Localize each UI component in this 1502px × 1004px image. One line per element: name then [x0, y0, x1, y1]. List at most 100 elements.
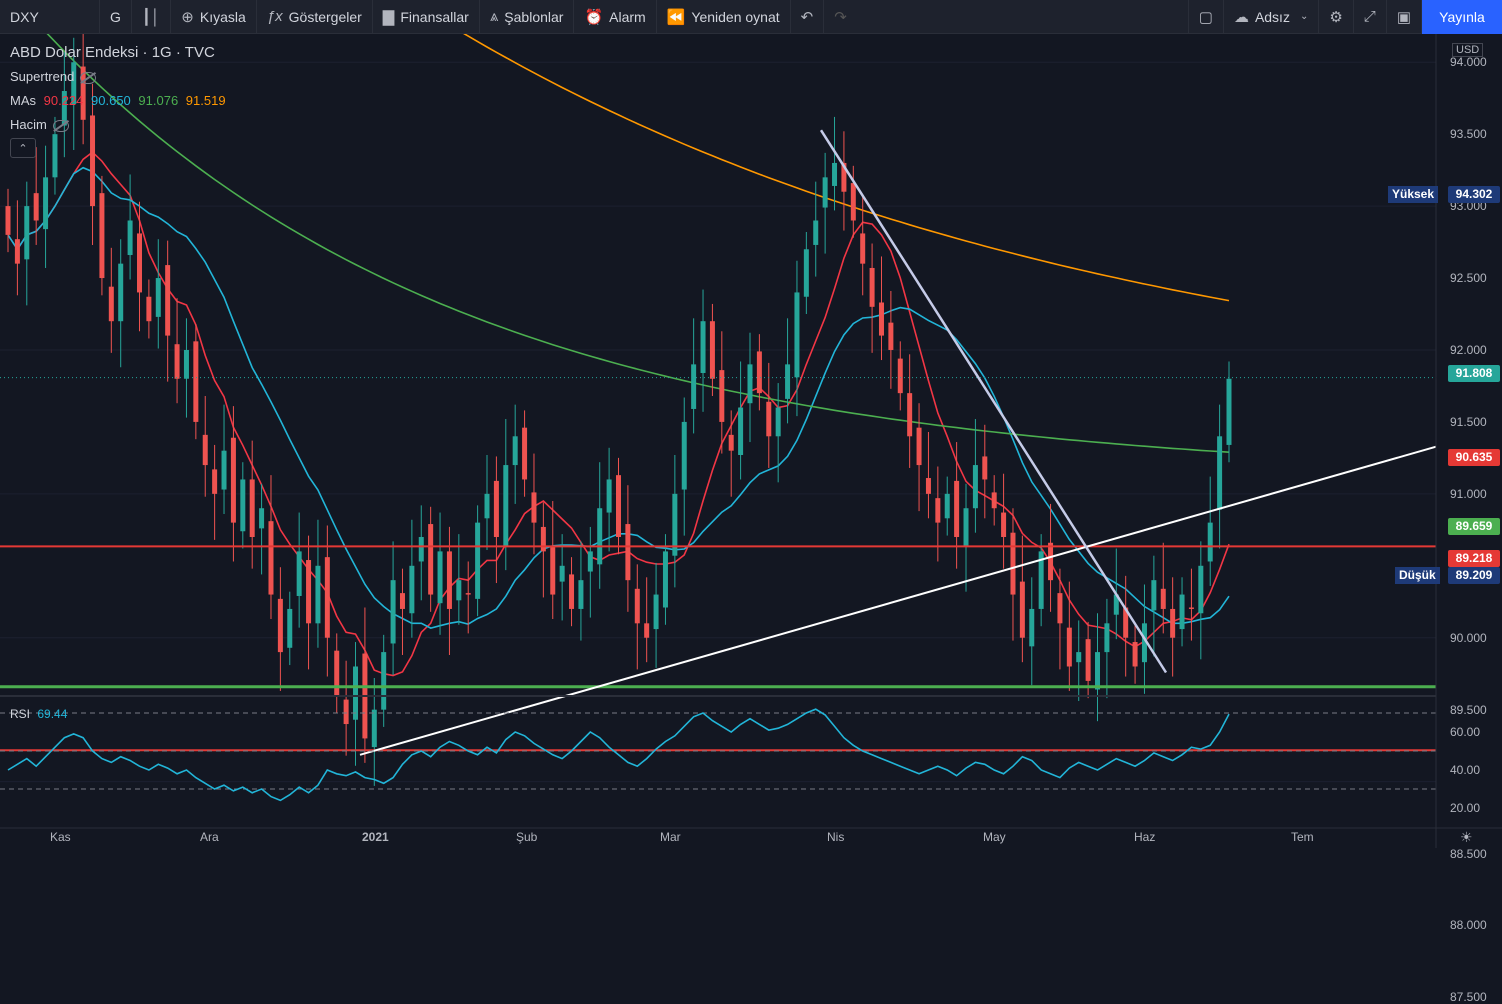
bar-chart-icon: ▇ — [382, 8, 395, 26]
candle-body — [832, 162, 838, 186]
candle-body — [287, 608, 293, 648]
candle-body — [700, 321, 706, 373]
level-red-upper-label: 90.635 — [1448, 449, 1500, 466]
gear-icon: ⚙ — [1329, 8, 1343, 26]
camera-icon: ▣ — [1396, 8, 1411, 26]
legend-volume[interactable]: Hacim — [10, 117, 69, 132]
candle-body — [249, 479, 255, 538]
time-tick-label: 2021 — [362, 830, 389, 844]
candle-body — [616, 475, 621, 538]
candle-body — [71, 62, 77, 104]
candle-body — [653, 594, 659, 630]
candle-body — [80, 66, 86, 120]
currency-label[interactable]: USD — [1452, 43, 1484, 57]
candle-body — [775, 407, 781, 437]
compare-label: Kıyasla — [199, 8, 246, 25]
candle-body — [709, 321, 715, 379]
candle-body — [277, 598, 283, 653]
trendline-resistance — [819, 129, 1168, 674]
candles-icon: ┃│ — [141, 8, 161, 26]
symbol-title[interactable]: ABD Dolar Endeksi · 1G · TVC — [10, 44, 215, 61]
candle-body — [822, 177, 828, 208]
chevron-up-icon: ⌃ — [18, 142, 28, 155]
mas-label: MAs — [10, 93, 36, 108]
level-red-lower-label: 89.218 — [1448, 550, 1500, 567]
layout-name-button[interactable]: ☁ Adsız ⌄ — [1224, 0, 1320, 34]
candle-body — [118, 263, 124, 322]
financials-label: Finansallar — [400, 8, 469, 25]
chart-type-button[interactable]: ┃│ — [132, 0, 172, 34]
ma-value-green: 91.076 — [138, 93, 179, 108]
candle-body — [991, 492, 997, 509]
candle-body — [794, 292, 800, 378]
candle-body — [916, 427, 922, 466]
candle-body — [1085, 639, 1091, 681]
candle-body — [90, 115, 96, 207]
candle-body — [428, 524, 434, 595]
candle-body — [587, 551, 593, 572]
publish-button[interactable]: Yayınla — [1422, 0, 1502, 34]
candle-body — [221, 450, 227, 490]
horizontal-levels[interactable] — [0, 377, 1436, 752]
level-green-label: 89.659 — [1448, 518, 1500, 535]
sun-settings-icon[interactable]: ☀ — [1460, 829, 1473, 845]
collapse-legend-button[interactable]: ⌃ — [10, 138, 36, 158]
chart-canvas[interactable] — [0, 34, 1502, 848]
high-value-label: 94.302 — [1448, 186, 1500, 203]
candle-body — [343, 699, 349, 725]
interval-button[interactable]: G — [100, 0, 132, 34]
redo-button[interactable]: ↷ — [824, 0, 857, 34]
candle-body — [155, 278, 161, 317]
candle-body — [1207, 522, 1213, 562]
settings-button[interactable]: ⚙ — [1319, 0, 1354, 34]
legend-mas[interactable]: MAs 90.224 90.650 91.076 91.519 — [10, 93, 226, 108]
rsi-legend[interactable]: RSI 69.44 — [10, 707, 67, 721]
price-tick-label: 94.000 — [1450, 55, 1487, 70]
eye-hidden-icon[interactable] — [80, 71, 97, 84]
candle-body — [5, 206, 11, 235]
candle-body — [972, 465, 978, 509]
time-tick-label: Mar — [660, 830, 681, 844]
trendlines[interactable] — [359, 129, 1437, 756]
undo-button[interactable]: ↶ — [791, 0, 825, 34]
price-tick-label: 87.500 — [1450, 990, 1487, 1004]
candle-body — [644, 623, 650, 638]
candle-body — [381, 652, 387, 710]
volume-label: Hacim — [10, 117, 47, 132]
rsi-label: RSI — [10, 707, 31, 721]
symbol-search-button[interactable]: DXY — [0, 0, 100, 34]
expand-button[interactable]: ⤢ — [1354, 0, 1387, 34]
high-text-label: Yüksek — [1388, 186, 1439, 203]
indicators-button[interactable]: ƒx Göstergeler — [257, 0, 373, 34]
candle-body — [738, 407, 744, 456]
templates-button[interactable]: ⩓ Şablonlar — [480, 0, 575, 34]
time-tick-label: Haz — [1134, 830, 1156, 844]
ma-line-red — [7, 151, 1230, 677]
time-tick-label: Kas — [50, 830, 71, 844]
compare-button[interactable]: ⊕ Kıyasla — [171, 0, 257, 34]
alarm-button[interactable]: ⏰ Alarm — [574, 0, 657, 34]
plus-circle-icon: ⊕ — [181, 8, 194, 26]
candle-body — [1113, 594, 1119, 615]
replay-button[interactable]: ⏪ Yeniden oynat — [657, 0, 791, 34]
eye-hidden-icon[interactable] — [52, 119, 69, 132]
fullscreen-layout-button[interactable]: ▢ — [1187, 0, 1224, 34]
candle-body — [756, 351, 762, 394]
price-tick-label: 88.000 — [1450, 918, 1487, 933]
candle-body — [1104, 623, 1110, 653]
snapshot-button[interactable]: ▣ — [1387, 0, 1422, 34]
candle-body — [1141, 623, 1147, 663]
candle-body — [24, 206, 30, 260]
candle-body — [550, 547, 556, 595]
candle-body — [540, 526, 546, 552]
legend-supertrend[interactable]: Supertrend — [10, 69, 97, 84]
candle-body — [202, 434, 208, 466]
candle-body — [1188, 607, 1194, 609]
expand-icon: ⤢ — [1363, 8, 1376, 25]
candle-body — [61, 91, 67, 126]
financials-button[interactable]: ▇ Finansallar — [373, 0, 480, 34]
price-tick-label: 91.000 — [1450, 486, 1487, 501]
price-tick-label: 89.500 — [1450, 702, 1487, 717]
candle-body — [212, 469, 218, 494]
alarm-label: Alarm — [609, 8, 646, 25]
